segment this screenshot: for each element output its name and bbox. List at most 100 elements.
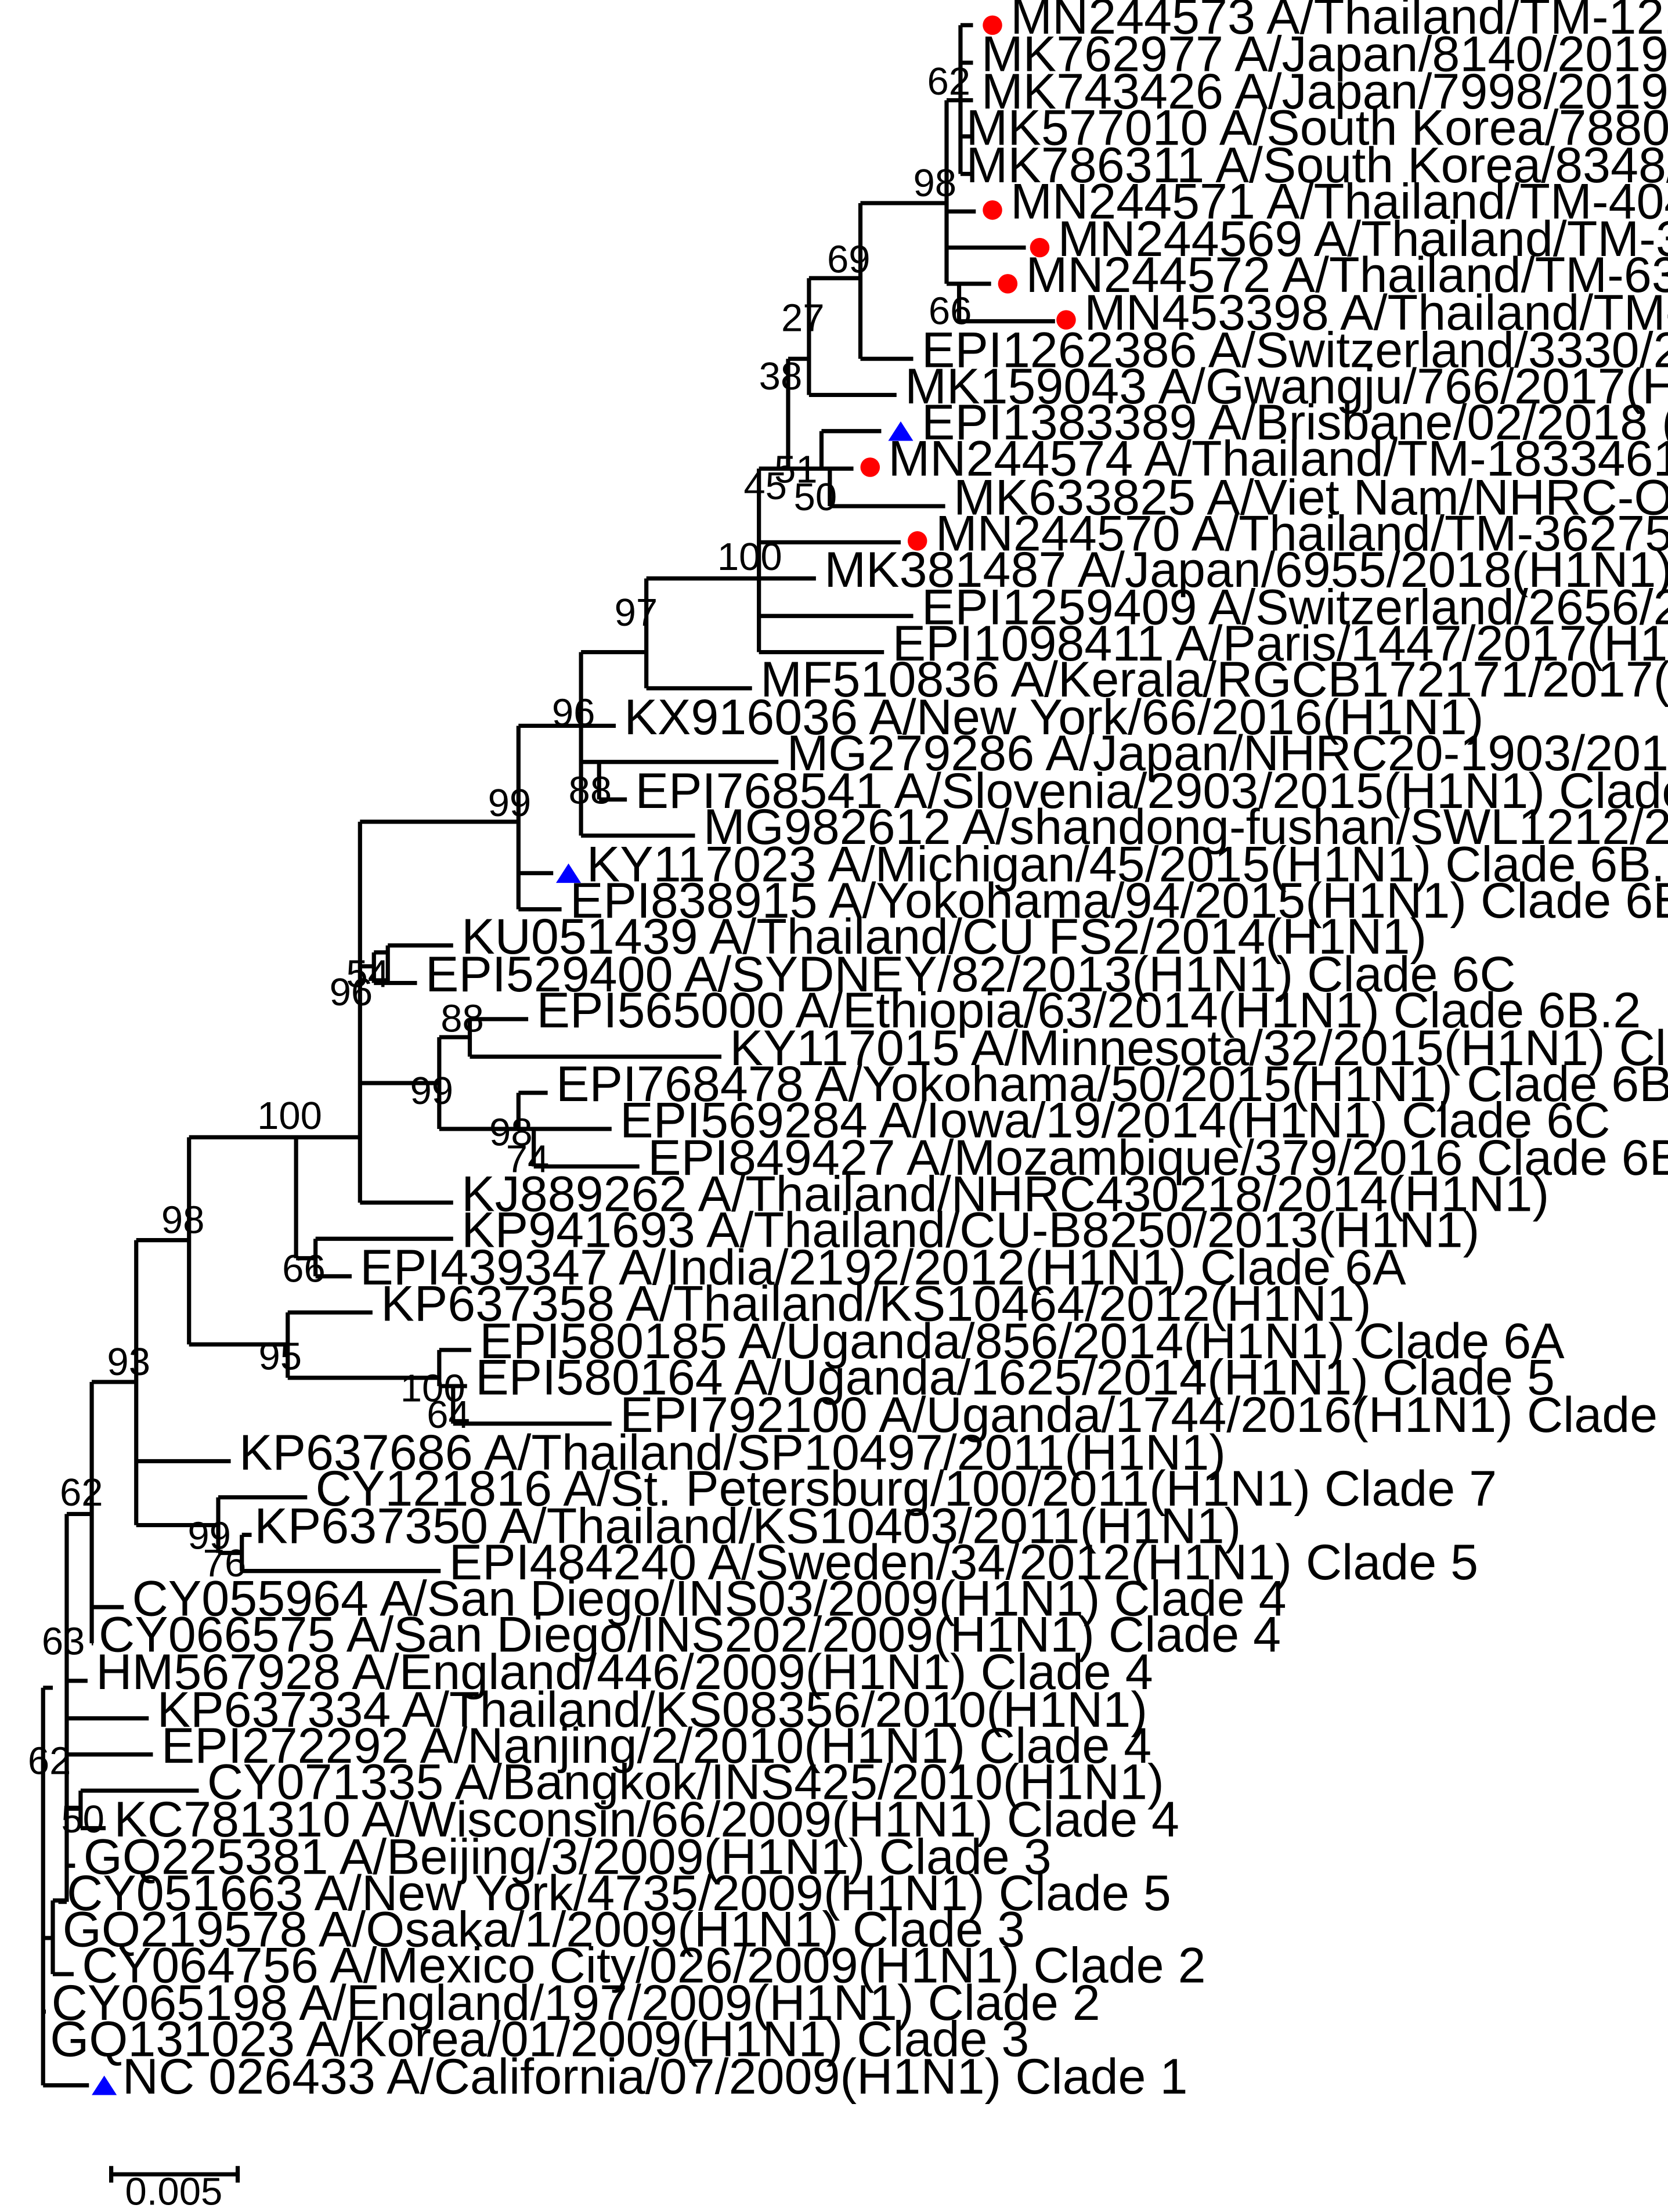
tip-label: EPI580185 A/Uganda/856/2014(H1N1) Clade … bbox=[479, 1314, 1565, 1369]
tip-label: CY066575 A/San Diego/INS202/2009(H1N1) C… bbox=[99, 1607, 1281, 1663]
tip-label: MN244573 A/Thailand/TM-1210851/2019(H1N1… bbox=[1010, 0, 1668, 45]
tip-label: KY117015 A/Minnesota/32/2015(H1N1) Clade… bbox=[730, 1020, 1668, 1076]
tip-label: MG982612 A/shandong-fushan/SWL1212/2017(… bbox=[703, 799, 1668, 855]
tip-label: KP637334 A/Thailand/KS08356/2010(H1N1) bbox=[157, 1682, 1147, 1738]
tip-label: MN244570 A/Thailand/TM-362755/2018(H1N1)… bbox=[936, 506, 1668, 562]
bootstrap-value: 97 bbox=[615, 591, 658, 634]
red-circle-marker bbox=[907, 531, 927, 551]
blue-triangle-marker bbox=[92, 2076, 117, 2095]
tip-label: EPI565000 A/Ethiopia/63/2014(H1N1) Clade… bbox=[536, 983, 1641, 1038]
bootstrap-value: 99 bbox=[187, 1514, 231, 1557]
tree-branches bbox=[41, 23, 1055, 2088]
scale-bar: 0.005 bbox=[109, 2166, 240, 2212]
scale-bar-label: 0.005 bbox=[125, 2170, 222, 2212]
bootstrap-value: 100 bbox=[717, 535, 782, 579]
tip-label: KY117023 A/Michigan/45/2015(H1N1) Clade … bbox=[587, 837, 1668, 893]
tip-label: EPI529400 A/SYDNEY/82/2013(H1N1) Clade 6… bbox=[425, 947, 1516, 1002]
bootstrap-value: 100 bbox=[257, 1094, 322, 1138]
tip-label: KX916036 A/New York/66/2016(H1N1) bbox=[624, 690, 1483, 745]
bootstrap-value: 98 bbox=[489, 1111, 533, 1154]
red-circle-marker bbox=[1030, 237, 1050, 258]
tip-label: KJ889262 A/Thailand/NHRC430218/2014(H1N1… bbox=[461, 1166, 1549, 1222]
tip-label: CY051663 A/New York/4735/2009(H1N1) Clad… bbox=[67, 1865, 1171, 1921]
tip-label: MK633825 A/Viet Nam/NHRC-OID FDPMU-005/2… bbox=[954, 470, 1668, 525]
tip-label: CY065198 A/England/197/2009(H1N1) Clade … bbox=[52, 1975, 1100, 2031]
scale-bar-line bbox=[109, 2166, 240, 2183]
tip-label: HM567928 A/England/446/2009(H1N1) Clade … bbox=[96, 1644, 1153, 1700]
tip-label: EPI569284 A/Iowa/19/2014(H1N1) Clade 6C bbox=[620, 1092, 1610, 1148]
tip-label: MN244574 A/Thailand/TM-1833461/2018(H1N1… bbox=[888, 431, 1668, 486]
bootstrap-value: 95 bbox=[258, 1334, 302, 1378]
red-circle-marker bbox=[983, 200, 1002, 220]
blue-triangle-marker bbox=[556, 863, 582, 883]
tip-label: MN244569 A/Thailand/TM-341856/2019(H1N1)… bbox=[1058, 211, 1668, 267]
tip-label: EPI849427 A/Mozambique/379/2016 Clade 6B… bbox=[648, 1130, 1668, 1186]
red-circle-marker bbox=[1056, 310, 1076, 330]
tip-label: CY064756 A/Mexico City/026/2009(H1N1) Cl… bbox=[82, 1938, 1205, 1994]
bootstrap-value: 51 bbox=[774, 448, 818, 491]
bootstrap-value: 62 bbox=[927, 60, 970, 103]
tip-label: KP941693 A/Thailand/CU-B8250/2013(H1N1) bbox=[461, 1203, 1479, 1258]
bootstrap-value: 99 bbox=[410, 1069, 454, 1113]
tip-label: KC781310 A/Wisconsin/66/2009(H1N1) Clade… bbox=[114, 1792, 1179, 1847]
tip-label: MK577010 A/South Korea/7880/2018(H1N1) bbox=[966, 100, 1668, 156]
tip-label: EPI484240 A/Sweden/34/2012(H1N1) Clade 5 bbox=[449, 1535, 1479, 1590]
bootstrap-value: 50 bbox=[794, 475, 837, 519]
tip-label: KP637350 A/Thailand/KS10403/2011(H1N1) bbox=[254, 1499, 1241, 1554]
tip-label: KP637686 A/Thailand/SP10497/2011(H1N1) bbox=[239, 1425, 1226, 1481]
tip-label: EPI1262386 A/Switzerland/3330/2017(H1N1)… bbox=[922, 323, 1668, 378]
bootstrap-value: 38 bbox=[759, 355, 803, 398]
tip-label: MN453398 A/Thailand/TM-1310862/2019(H1N1… bbox=[1084, 285, 1668, 341]
tip-label: EPI1383389 A/Brisbane/02/2018 (H1N1) Cla… bbox=[922, 395, 1668, 450]
red-circle-marker bbox=[860, 457, 880, 477]
bootstrap-value: 54 bbox=[346, 952, 389, 996]
bootstrap-value: 96 bbox=[330, 970, 373, 1014]
bootstrap-value: 50 bbox=[61, 1798, 104, 1841]
tip-label: MK786311 A/South Korea/8348/2019(H1N1) bbox=[966, 138, 1668, 193]
tip-label: EPI768541 A/Slovenia/2903/2015(H1N1) Cla… bbox=[636, 763, 1668, 819]
tip-label: MK159043 A/Gwangju/766/2017(H1N1) bbox=[905, 359, 1668, 414]
tip-label: MK762977 A/Japan/8140/2019(H1N1) bbox=[981, 26, 1668, 82]
bootstrap-value: 98 bbox=[161, 1199, 205, 1242]
bootstrap-value: 88 bbox=[441, 997, 484, 1040]
bootstrap-value: 66 bbox=[282, 1247, 326, 1290]
tip-label: GQ225381 A/Beijing/3/2009(H1N1) Clade 3 bbox=[84, 1829, 1052, 1885]
tip-label: MN244572 A/Thailand/TM-637540/2019(H1N1)… bbox=[1026, 247, 1668, 303]
bootstrap-values: 62 98 66 69 27 38 51 50 45 100 97 96 88 … bbox=[28, 60, 972, 1841]
bootstrap-value: 93 bbox=[107, 1340, 150, 1384]
tip-label: EPI580164 A/Uganda/1625/2014(H1N1) Clade… bbox=[475, 1349, 1555, 1405]
bootstrap-value: 62 bbox=[28, 1739, 71, 1782]
tip-label: KU051439 A/Thailand/CU FS2/2014(H1N1) bbox=[461, 909, 1427, 965]
tip-label: MK381487 A/Japan/6955/2018(H1N1) bbox=[824, 542, 1668, 598]
tip-label: EPI838915 A/Yokohama/94/2015(H1N1) Clade… bbox=[570, 873, 1668, 929]
bootstrap-value: 64 bbox=[427, 1393, 470, 1437]
bootstrap-value: 62 bbox=[60, 1471, 103, 1514]
red-circle-marker bbox=[983, 15, 1002, 35]
bootstrap-value: 66 bbox=[929, 289, 972, 333]
red-circle-marker bbox=[998, 274, 1018, 294]
tip-label: MG279286 A/Japan/NHRC20-1903/2017(H1N1) bbox=[787, 726, 1668, 781]
tip-label: EPI1259409 A/Switzerland/2656/2017(H1N1)… bbox=[922, 580, 1668, 636]
tip-label: EPI1098411 A/Paris/1447/2017(H1N1) Clade… bbox=[893, 616, 1668, 672]
tip-label: EPI792100 A/Uganda/1744/2016(H1N1) Clade… bbox=[620, 1387, 1668, 1443]
tip-label: GQ219578 A/Osaka/1/2009(H1N1) Clade 3 bbox=[63, 1901, 1025, 1957]
tip-label: EPI768478 A/Yokohama/50/2015(H1N1) Clade… bbox=[556, 1056, 1668, 1112]
bootstrap-value: 99 bbox=[488, 781, 532, 825]
tip-label: MF510836 A/Kerala/RGCB172171/2017(H1N1) bbox=[760, 652, 1668, 708]
tip-label: MK743426 A/Japan/7998/2019(H1N1) bbox=[981, 64, 1668, 120]
bootstrap-value: 63 bbox=[42, 1619, 85, 1663]
bootstrap-value: 98 bbox=[914, 161, 957, 205]
tip-label: KP637358 A/Thailand/KS10464/2012(H1N1) bbox=[381, 1276, 1371, 1332]
tip-label: NC 026433 A/California/07/2009(H1N1) Cla… bbox=[122, 2049, 1188, 2105]
tip-label: CY121816 A/St. Petersburg/100/2011(H1N1)… bbox=[316, 1461, 1497, 1517]
bootstrap-value: 69 bbox=[827, 238, 871, 282]
bootstrap-value: 100 bbox=[400, 1366, 465, 1410]
tip-label: MN244571 A/Thailand/TM-404261/2019(H1N1)… bbox=[1010, 174, 1668, 229]
tip-label: EPI272292 A/Nanjing/2/2010(H1N1) Clade 4 bbox=[161, 1718, 1151, 1774]
tip-label: EPI439347 A/India/2192/2012(H1N1) Clade … bbox=[360, 1240, 1406, 1296]
bootstrap-value: 27 bbox=[781, 296, 825, 340]
tip-label: GQ131023 A/Korea/01/2009(H1N1) Clade 3 bbox=[50, 2011, 1029, 2067]
tip-label: CY071335 A/Bangkok/INS425/2010(H1N1) bbox=[207, 1754, 1164, 1810]
bootstrap-value: 76 bbox=[203, 1542, 247, 1585]
tip-markers bbox=[92, 15, 1076, 2095]
